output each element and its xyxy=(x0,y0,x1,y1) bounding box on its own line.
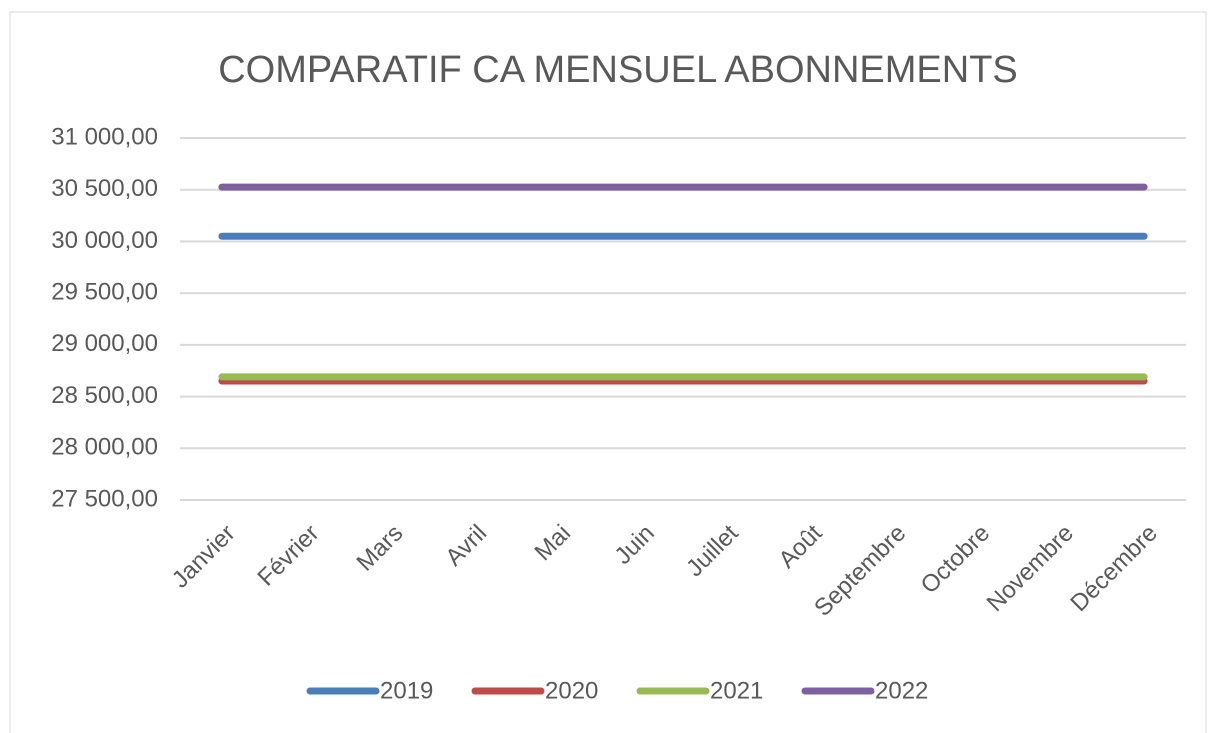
y-tick-label: 28 000,00 xyxy=(51,434,158,461)
y-tick-label: 28 500,00 xyxy=(51,382,158,409)
y-tick-label: 27 500,00 xyxy=(51,485,158,512)
chart-title: COMPARATIF CA MENSUEL ABONNEMENTS xyxy=(218,49,1018,91)
legend-label: 2022 xyxy=(875,677,928,704)
y-tick-label: 30 500,00 xyxy=(51,175,158,202)
y-tick-label: 29 500,00 xyxy=(51,278,158,305)
legend-label: 2021 xyxy=(710,677,763,704)
legend-label: 2019 xyxy=(380,677,433,704)
chart-frame xyxy=(9,11,1207,733)
y-tick-label: 30 000,00 xyxy=(51,227,158,254)
legend-label: 2020 xyxy=(545,677,598,704)
y-tick-label: 31 000,00 xyxy=(51,123,158,150)
y-tick-label: 29 000,00 xyxy=(51,330,158,357)
